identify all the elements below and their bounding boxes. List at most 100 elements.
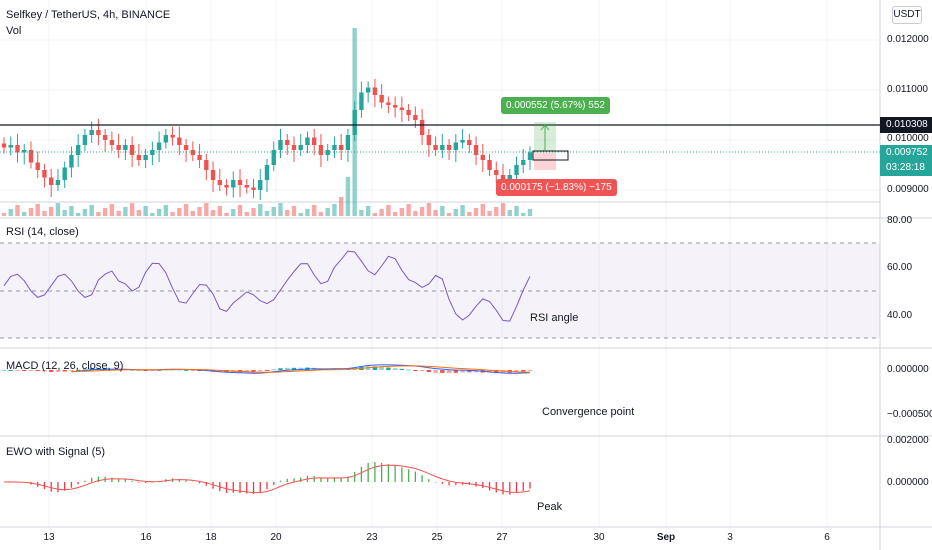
volume-bar (473, 208, 479, 216)
candle-body (170, 135, 175, 138)
volume-bar (345, 177, 351, 216)
time-tick: 27 (496, 532, 508, 543)
macd-histogram-bar (399, 368, 405, 370)
macd-histogram-bar (49, 370, 54, 373)
macd-histogram-bar (291, 367, 297, 370)
price-candles[interactable] (1, 79, 533, 200)
candle-body (35, 162, 40, 170)
volume-bar (487, 211, 492, 216)
volume-bar (507, 210, 512, 216)
volume-bar (312, 205, 317, 216)
candle-body (210, 170, 216, 180)
macd-histogram-bar (406, 369, 411, 371)
candle-body (109, 140, 115, 145)
currency-button[interactable]: USDT (892, 6, 922, 24)
candle-body (1, 143, 7, 148)
macd-histogram-bar (251, 370, 256, 372)
candle-body (22, 150, 27, 153)
volume-bar (75, 213, 81, 216)
volume-bar (69, 206, 74, 216)
volume-bar (244, 212, 249, 216)
macd-histogram-bar (372, 366, 378, 370)
macd-histogram-bar (419, 370, 425, 372)
macd-histogram-bar (453, 370, 459, 373)
ewo-tick: 0.002000 (887, 435, 929, 446)
candle-body (291, 145, 297, 150)
macd-histogram-bar (244, 370, 249, 372)
profit-target-label: 0.000552 (5.67%) 552 (501, 97, 610, 114)
time-tick: 18 (205, 532, 217, 543)
rsi-angle-note: RSI angle (530, 312, 579, 324)
rsi-tick: 60.00 (887, 262, 913, 273)
volume-bar (527, 209, 533, 216)
macd-indicator (1, 364, 533, 374)
price-tick: 0.010000 (887, 133, 929, 144)
candle-body (264, 165, 270, 180)
volume-bar (15, 205, 20, 216)
macd-histogram-bar (426, 370, 432, 373)
price-tick: 0.011000 (887, 84, 928, 95)
macd-histogram-bar (521, 370, 526, 372)
rsi-indicator (0, 242, 880, 339)
candle-body (473, 145, 479, 155)
volume-bar (55, 203, 61, 216)
macd-histogram-bar (440, 370, 445, 373)
volume-bar (102, 208, 108, 216)
candle-body (487, 160, 492, 170)
macd-histogram-bar (183, 369, 189, 371)
candle-body (467, 140, 472, 145)
candle-body (123, 145, 128, 150)
volume-bar (332, 204, 337, 216)
volume-bar (22, 212, 27, 216)
candle-body (460, 140, 465, 143)
candle-body (116, 145, 121, 150)
macd-histogram-bar (89, 368, 94, 370)
volume-bar (426, 203, 432, 216)
volume-bar (278, 203, 283, 216)
macd-histogram-bar (392, 368, 398, 370)
candle-body (305, 137, 310, 145)
volume-bar (521, 213, 526, 216)
candle-body (75, 145, 81, 155)
drawing-overlay (0, 122, 880, 170)
time-tick: 20 (270, 532, 282, 543)
macd-histogram-bar (386, 367, 391, 370)
volume-bar (82, 209, 88, 216)
rsi-line (3, 250, 531, 322)
time-tick-month: Sep (656, 532, 676, 543)
candle-body (440, 145, 445, 150)
candle-body (480, 155, 485, 160)
candle-body (406, 110, 411, 115)
volume-bar (197, 207, 202, 216)
volume-bar (1, 213, 7, 216)
peak-note: Peak (537, 501, 563, 513)
candle-body (55, 180, 61, 185)
candle-body (183, 145, 189, 150)
macd-tick: −0.000500 (887, 409, 932, 420)
candle-body (143, 155, 148, 160)
volume-bar (379, 209, 384, 216)
macd-histogram-bar (75, 369, 81, 371)
volume-bar (271, 207, 276, 216)
macd-histogram-bar (197, 370, 202, 371)
macd-signal-line (71, 365, 531, 373)
volume-bar (325, 208, 330, 216)
macd-histogram-bar (446, 370, 452, 374)
candle-body (419, 120, 425, 135)
profit-arrowhead (540, 124, 550, 131)
volume-bar (62, 210, 67, 216)
volume-bar (210, 210, 216, 216)
volume-bar (190, 211, 196, 216)
candle-body (271, 150, 276, 165)
volume-bar (386, 205, 391, 216)
candle-body (102, 135, 108, 140)
macd-histogram-bar (8, 369, 13, 371)
macd-histogram-bar (278, 368, 283, 370)
macd-histogram-bar (460, 370, 465, 373)
candle-body (15, 145, 20, 153)
candle-body (251, 187, 256, 190)
macd-histogram-bar (271, 369, 276, 371)
volume-bar (392, 212, 398, 216)
ewo-tick: 0.000000 (887, 477, 929, 488)
